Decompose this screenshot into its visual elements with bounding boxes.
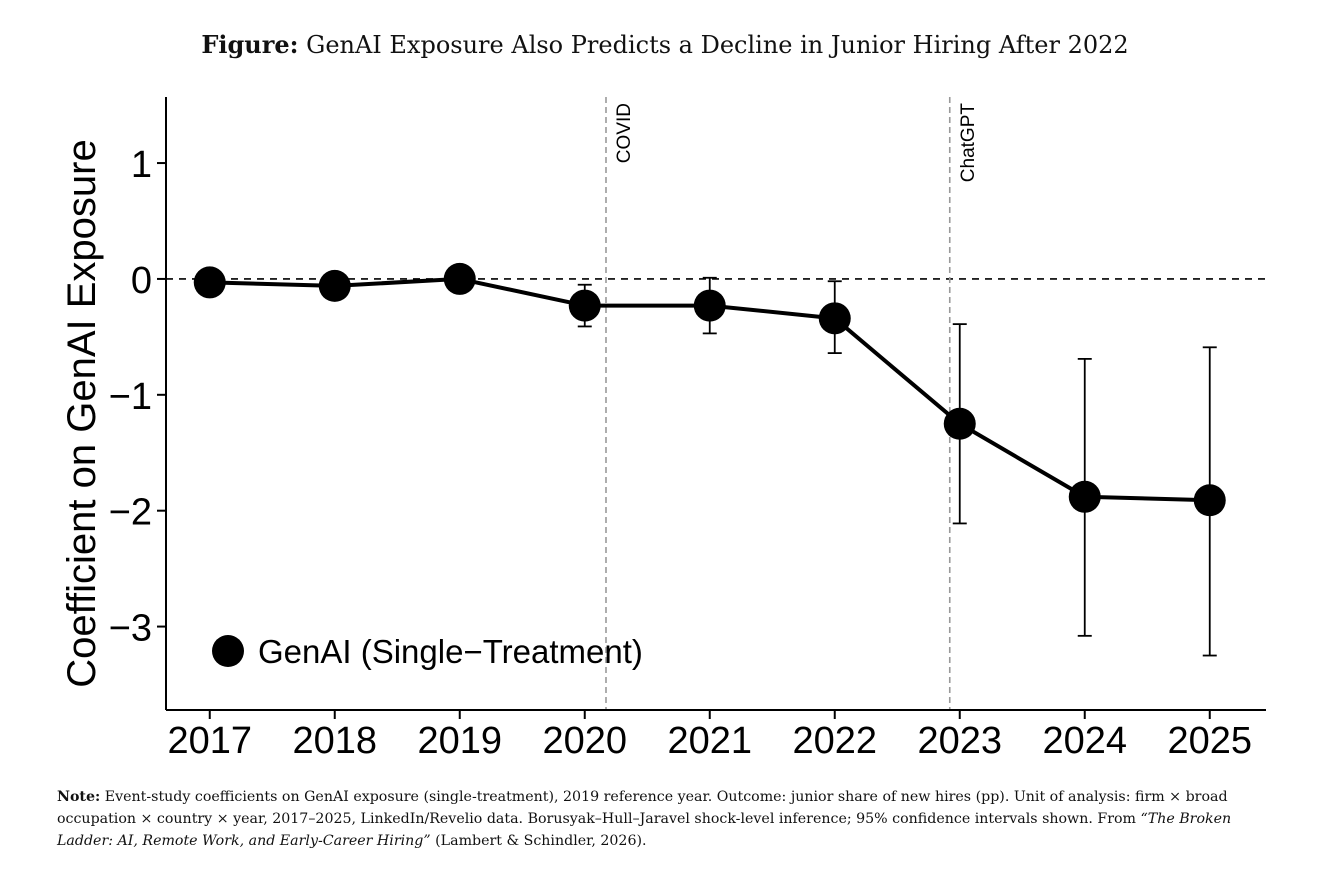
y-tick-label: 1 (131, 144, 152, 186)
x-tick-label: 2020 (542, 720, 627, 762)
note-text: Event-study coefficients on GenAI exposu… (57, 789, 1228, 827)
x-tick-label: 2022 (792, 720, 877, 762)
x-tick-label: 2018 (292, 720, 377, 762)
y-tick-label: 0 (131, 260, 152, 302)
y-tick-label: −1 (109, 376, 152, 418)
y-tick-label: −3 (109, 608, 152, 650)
note-label: Note: (57, 789, 101, 805)
data-point (443, 262, 476, 295)
x-tick-label: 2024 (1042, 720, 1127, 762)
x-tick-label: 2025 (1167, 720, 1252, 762)
event-label-chatgpt: ChatGPT (958, 103, 979, 183)
data-point (318, 269, 351, 302)
legend-marker (212, 635, 244, 667)
note-source-title: “The Broken Ladder: AI, Remote Work, and… (57, 811, 1232, 849)
figure-title-text: GenAI Exposure Also Predicts a Decline i… (306, 31, 1129, 59)
data-point (1068, 480, 1101, 513)
data-point (193, 266, 226, 299)
figure-label: Figure: (201, 30, 299, 59)
data-point (943, 407, 976, 440)
note-source-citation: (Lambert & Schindler, 2026). (430, 833, 647, 849)
legend-label: GenAI (Single−Treatment) (258, 633, 643, 670)
data-point (568, 289, 601, 322)
figure-title: Figure: GenAI Exposure Also Predicts a D… (0, 30, 1320, 59)
y-axis-label: Coefficient on GenAI Exposure (60, 139, 104, 687)
event-study-chart: COVID ChatGPT 1 0 −1 −2 −3 2017 2018 2019 2020 2021… (60, 97, 1266, 762)
x-tick-label: 2023 (917, 720, 1002, 762)
x-tick-label: 2019 (417, 720, 502, 762)
data-point (693, 289, 726, 322)
figure-note: Note: Event-study coefficients on GenAI … (57, 786, 1279, 852)
x-tick-label: 2017 (167, 720, 252, 762)
x-tick-label: 2021 (667, 720, 752, 762)
data-point (818, 302, 851, 335)
event-label-covid: COVID (614, 103, 635, 163)
data-point (1193, 484, 1226, 517)
y-tick-label: −2 (109, 492, 152, 534)
